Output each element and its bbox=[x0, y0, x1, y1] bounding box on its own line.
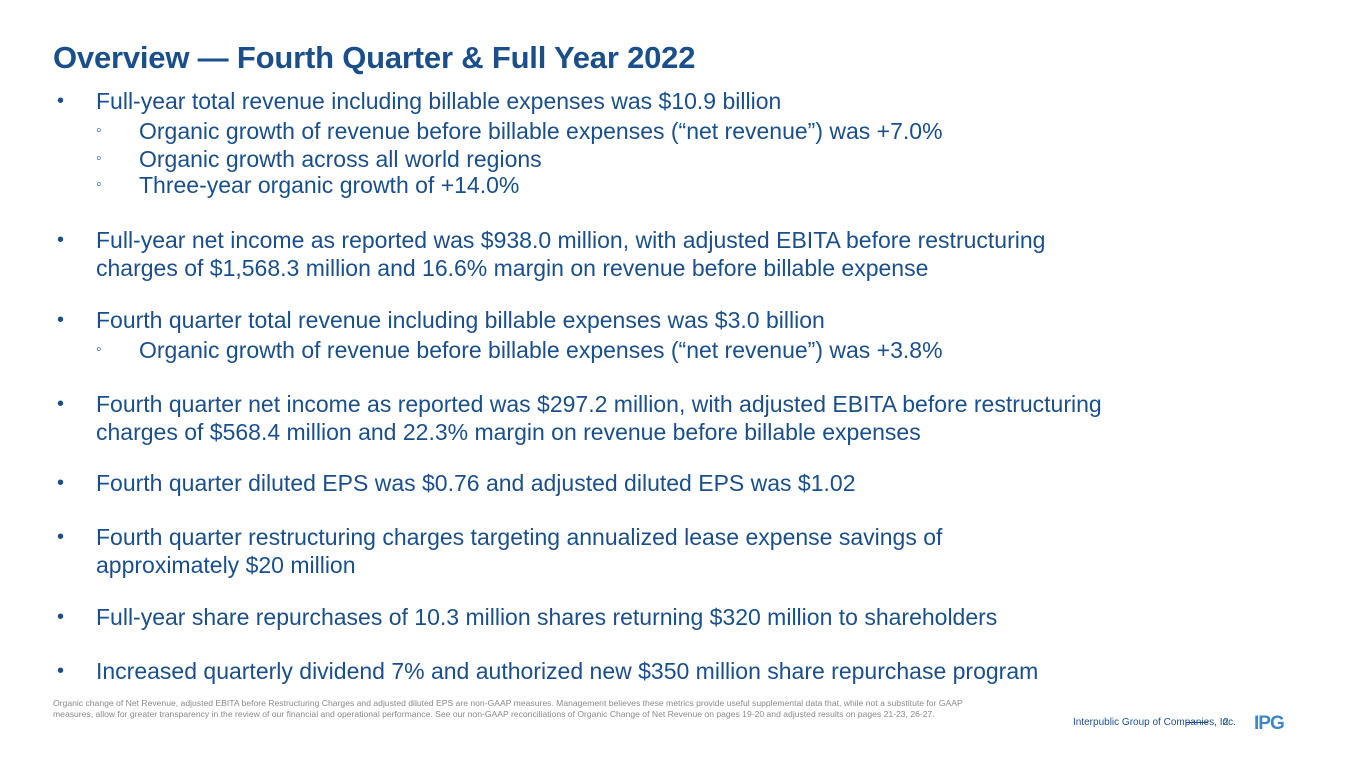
bullet-text: Full-year share repurchases of 10.3 mill… bbox=[96, 604, 998, 630]
sub-bullet-text: Organic growth of revenue before billabl… bbox=[139, 118, 943, 144]
bullet-text: Fourth quarter total revenue including b… bbox=[96, 307, 825, 333]
sub-bullet-marker: ◦ bbox=[96, 122, 102, 139]
sub-bullet-marker: ◦ bbox=[96, 341, 102, 358]
bullet-marker: • bbox=[57, 606, 65, 628]
bullet-marker: • bbox=[57, 393, 65, 415]
bullet-marker: • bbox=[57, 660, 65, 682]
sub-bullet-text: Organic growth of revenue before billabl… bbox=[139, 337, 943, 363]
footnote: Organic change of Net Revenue, adjusted … bbox=[53, 698, 963, 719]
bullet-marker: • bbox=[57, 229, 65, 251]
sub-bullet-marker: ◦ bbox=[96, 176, 102, 193]
page-title: Overview — Fourth Quarter & Full Year 20… bbox=[53, 40, 696, 75]
footer-divider bbox=[1186, 722, 1208, 723]
bullet-text: Increased quarterly dividend 7% and auth… bbox=[96, 658, 1039, 684]
footer-company-name: Interpublic Group of Companies, Inc. bbox=[1073, 717, 1236, 728]
bullet-marker: • bbox=[57, 90, 65, 112]
bullet-marker: • bbox=[57, 526, 65, 548]
bullet-marker: • bbox=[57, 472, 65, 494]
bullet-text: Fourth quarter net income as reported wa… bbox=[96, 391, 1102, 417]
bullet-text: charges of $1,568.3 million and 16.6% ma… bbox=[96, 255, 929, 281]
bullet-text: approximately $20 million bbox=[96, 552, 356, 578]
ipg-logo: IPG bbox=[1254, 713, 1285, 734]
bullet-text: Fourth quarter diluted EPS was $0.76 and… bbox=[96, 470, 856, 496]
bullet-text: Full-year total revenue including billab… bbox=[96, 88, 782, 114]
bullet-text: Fourth quarter restructuring charges tar… bbox=[96, 524, 943, 550]
sub-bullet-marker: ◦ bbox=[96, 150, 102, 167]
bullet-text: Full-year net income as reported was $93… bbox=[96, 227, 1046, 253]
sub-bullet-text: Organic growth across all world regions bbox=[139, 146, 542, 172]
bullet-marker: • bbox=[57, 309, 65, 331]
bullet-text: charges of $568.4 million and 22.3% marg… bbox=[96, 419, 921, 445]
sub-bullet-text: Three-year organic growth of +14.0% bbox=[139, 172, 520, 198]
page-number: 2 bbox=[1223, 717, 1229, 728]
